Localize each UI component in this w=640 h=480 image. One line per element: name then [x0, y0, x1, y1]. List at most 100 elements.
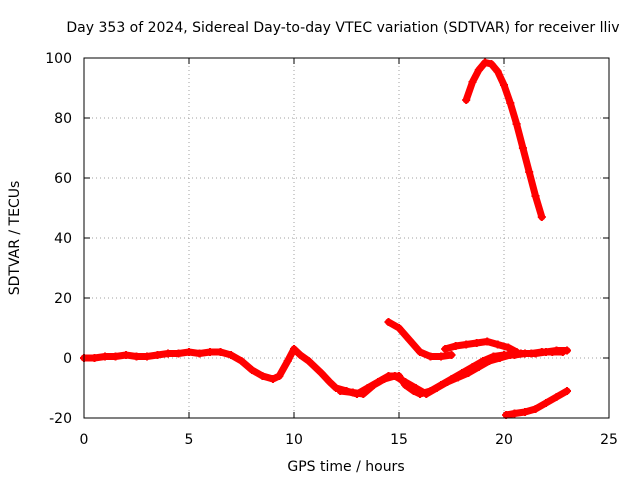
data-point	[426, 352, 435, 361]
y-tick-label: 100	[45, 51, 72, 67]
data-point	[443, 378, 452, 386]
data-point	[153, 351, 162, 359]
data-point	[563, 387, 571, 395]
data-point	[518, 144, 527, 152]
data-point	[525, 168, 534, 176]
x-tick-label: 0	[80, 432, 89, 448]
data-point	[325, 378, 334, 386]
y-tick-label: -20	[49, 411, 72, 427]
x-tick-label: 20	[495, 432, 513, 448]
data-point	[304, 357, 313, 365]
y-tick-label: 0	[63, 351, 72, 367]
x-tick-label: 5	[185, 432, 194, 448]
x-tick-label: 25	[600, 432, 618, 448]
data-point	[527, 349, 536, 358]
plot-frame	[83, 57, 610, 419]
data-point	[512, 348, 521, 356]
data-point	[248, 366, 256, 374]
data-point	[283, 357, 292, 365]
data-point	[317, 369, 326, 377]
data-point	[90, 354, 99, 362]
data-point	[474, 66, 483, 74]
data-point	[537, 213, 546, 221]
data-point	[164, 349, 172, 358]
data-point	[174, 349, 183, 358]
data-point	[487, 60, 496, 68]
data-point	[493, 340, 502, 349]
data-point	[542, 399, 550, 407]
data-point	[447, 351, 456, 359]
data-point	[269, 375, 277, 383]
data-point	[462, 96, 471, 104]
x-tick-label: 10	[285, 432, 303, 448]
data-marks	[80, 58, 571, 419]
data-point	[468, 78, 477, 86]
data-point	[369, 381, 378, 389]
data-point	[548, 348, 557, 356]
x-tick-label: 15	[390, 432, 408, 448]
x-axis-label: GPS time / hours	[287, 459, 404, 475]
data-point	[359, 390, 368, 398]
data-point	[336, 387, 345, 395]
data-point	[552, 393, 561, 401]
y-tick-label: 40	[54, 231, 72, 247]
data-point	[531, 192, 540, 200]
series-2-trace	[336, 348, 567, 398]
data-point	[395, 324, 403, 332]
data-point	[462, 340, 471, 349]
data-point	[258, 372, 267, 380]
data-point	[195, 349, 204, 358]
data-point	[441, 345, 450, 353]
data-point	[464, 369, 473, 377]
data-point	[506, 99, 515, 107]
grid	[84, 58, 609, 418]
data-point	[437, 352, 445, 361]
data-point	[500, 81, 508, 89]
data-point	[558, 348, 567, 356]
y-axis-label: SDTVAR / TECUs	[7, 181, 23, 296]
chart-title: Day 353 of 2024, Sidereal Day-to-day VTE…	[66, 20, 619, 36]
data-point	[512, 120, 521, 128]
data-point	[143, 352, 151, 361]
data-point	[481, 58, 490, 67]
data-point	[206, 348, 214, 356]
y-tick-label: 80	[54, 111, 72, 127]
y-tick-label: 20	[54, 291, 72, 307]
data-point	[101, 352, 109, 361]
data-point	[132, 352, 141, 361]
data-point	[111, 352, 120, 361]
data-point	[453, 373, 462, 382]
data-point	[510, 409, 519, 418]
data-point	[237, 357, 246, 365]
data-point	[390, 372, 399, 380]
data-point	[311, 363, 319, 371]
data-point	[411, 384, 420, 392]
data-point	[348, 388, 357, 397]
data-point	[290, 345, 298, 353]
data-point	[216, 348, 225, 356]
data-point	[401, 378, 410, 386]
data-point	[485, 357, 494, 365]
data-point	[122, 351, 130, 359]
axis-ticks: 0 5 10 15 20 25 -20 0 20 40 60 80 100	[45, 51, 618, 448]
data-point	[432, 384, 441, 392]
data-point	[405, 336, 414, 344]
data-point	[380, 375, 389, 383]
data-point	[416, 348, 424, 356]
data-point	[275, 372, 284, 380]
data-point	[537, 348, 546, 356]
data-point	[422, 390, 431, 398]
data-point	[504, 343, 513, 352]
data-point	[531, 405, 540, 413]
data-point	[521, 408, 529, 416]
data-point	[227, 351, 235, 359]
data-point	[493, 67, 502, 76]
y-tick-label: 60	[54, 171, 72, 187]
data-point	[474, 363, 483, 371]
data-point	[185, 348, 193, 356]
data-point	[472, 339, 481, 347]
data-point	[483, 337, 492, 346]
data-point	[451, 342, 460, 350]
data-point	[495, 354, 504, 362]
